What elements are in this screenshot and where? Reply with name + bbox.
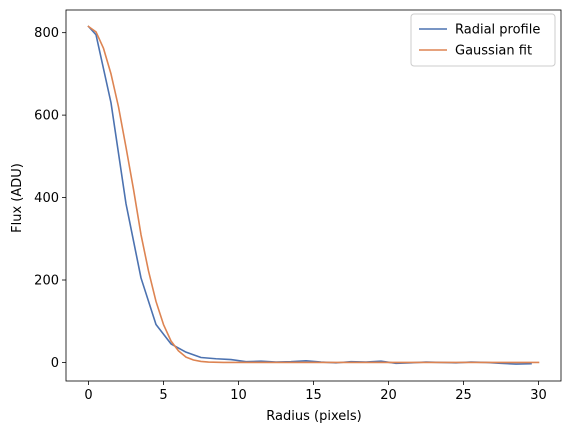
y-axis-label: Flux (ADU) <box>10 163 25 233</box>
series-line-0 <box>87 25 532 365</box>
legend-box <box>410 13 556 67</box>
y-tick-label: 200 <box>34 274 59 289</box>
y-tick-label: 800 <box>34 26 59 41</box>
legend-label-0: Radial profile <box>455 23 540 38</box>
series-line-1 <box>87 25 540 364</box>
y-tick-label: 0 <box>51 356 59 371</box>
x-tick-label: 10 <box>230 388 247 403</box>
x-tick-label: 30 <box>530 388 547 403</box>
x-axis-label: Radius (pixels) <box>266 409 361 424</box>
x-tick-label: 15 <box>305 388 322 403</box>
x-tick-label: 20 <box>380 388 397 403</box>
y-axis-ticks: 0 200 400 600 800 <box>34 26 66 371</box>
legend: Radial profile Gaussian fit <box>410 13 556 67</box>
y-tick-label: 600 <box>34 109 59 124</box>
y-tick-label: 400 <box>34 191 59 206</box>
x-tick-label: 5 <box>159 388 167 403</box>
series-lines <box>87 25 540 365</box>
legend-label-1: Gaussian fit <box>455 44 532 59</box>
x-tick-label: 25 <box>455 388 472 403</box>
x-tick-label: 0 <box>84 388 92 403</box>
x-axis-ticks: 0 5 10 15 20 25 30 <box>84 381 547 403</box>
